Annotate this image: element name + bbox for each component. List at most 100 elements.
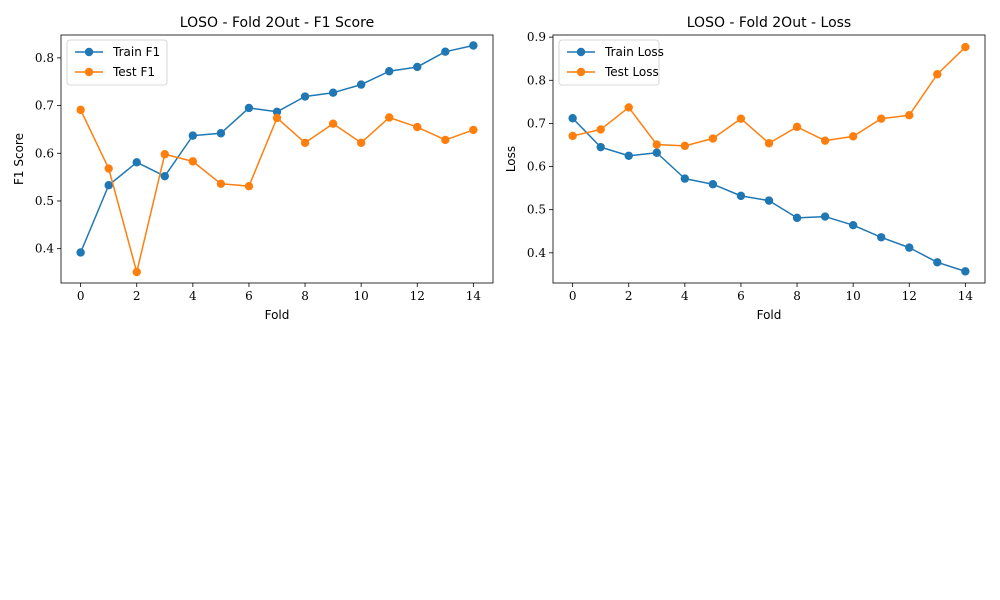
x-tick-label: 8: [301, 289, 309, 303]
data-point: [792, 213, 802, 223]
data-point: [568, 131, 577, 141]
data-point: [356, 80, 366, 89]
data-point: [596, 142, 605, 152]
x-tick-label: 4: [189, 289, 197, 303]
data-point: [216, 129, 226, 138]
series-2: [568, 42, 970, 151]
data-point: [708, 180, 718, 189]
data-point: [820, 136, 830, 145]
data-point: [624, 151, 633, 160]
data-point: [877, 233, 886, 242]
y-tick-label: 0.5: [527, 203, 546, 217]
data-point: [272, 113, 282, 123]
legend-label: Test Loss: [604, 65, 659, 79]
y-tick-label: 0.4: [35, 242, 54, 256]
data-point: [441, 47, 450, 56]
data-point: [961, 267, 970, 276]
data-point: [848, 221, 858, 230]
data-point: [736, 191, 746, 201]
data-point: [160, 150, 169, 159]
chart-panel-2: LOSO - Fold 2Out - Loss 0 2 4 6 8 10 12 14 0.4 0.5…: [504, 15, 986, 322]
data-point: [272, 107, 282, 116]
legend-label: Train F1: [112, 45, 160, 59]
x-tick-label: 12: [410, 289, 425, 303]
legend-marker: [84, 67, 94, 77]
legend: Train Loss Test Loss: [558, 39, 664, 86]
data-point: [300, 138, 310, 147]
data-point: [132, 158, 141, 167]
data-point: [877, 114, 886, 123]
data-point: [76, 248, 85, 257]
data-point: [680, 141, 690, 151]
x-axis-label: Fold: [757, 308, 782, 322]
data-point: [469, 41, 478, 50]
data-point: [905, 243, 914, 252]
x-axis-label: Fold: [265, 308, 290, 322]
data-point: [413, 122, 422, 132]
y-tick-label: 0.6: [35, 146, 54, 160]
legend-marker: [84, 47, 94, 57]
data-point: [244, 103, 254, 113]
data-point: [905, 111, 914, 120]
legend-marker: [576, 47, 586, 57]
data-point: [76, 105, 85, 115]
data-point: [244, 181, 254, 191]
series-1: [76, 41, 478, 257]
data-point: [961, 42, 970, 52]
data-point: [216, 179, 226, 188]
y-tick-label: 0.8: [527, 73, 546, 87]
data-point: [328, 119, 338, 128]
legend-marker: [576, 67, 586, 77]
data-point: [624, 103, 633, 112]
data-point: [385, 67, 394, 76]
x-tick-label: 10: [354, 289, 369, 303]
data-point: [104, 181, 113, 190]
y-tick-label: 0.7: [35, 99, 54, 113]
series-2: [76, 105, 478, 277]
data-point: [104, 164, 113, 173]
series-line: [79, 109, 474, 273]
data-point: [680, 174, 690, 183]
data-point: [736, 114, 746, 123]
data-point: [792, 122, 802, 132]
x-tick-label: 10: [846, 289, 861, 303]
y-tick-label: 0.7: [527, 116, 546, 130]
x-tick-label: 2: [133, 289, 141, 303]
chart-title: LOSO - Fold 2Out - F1 Score: [180, 15, 374, 31]
y-tick-label: 0.6: [527, 160, 546, 174]
y-axis-label: F1 Score: [12, 133, 26, 185]
data-point: [933, 258, 942, 267]
data-point: [300, 92, 310, 101]
data-point: [568, 114, 577, 123]
series-1: [568, 114, 970, 276]
data-point: [933, 70, 942, 79]
data-point: [441, 135, 450, 145]
x-tick-label: 8: [793, 289, 801, 303]
x-tick-label: 12: [902, 289, 917, 303]
x-tick-label: 6: [245, 289, 253, 303]
axes-frame: [552, 34, 986, 284]
axes-frame: [60, 34, 494, 284]
data-point: [596, 125, 605, 134]
data-point: [188, 131, 198, 140]
data-point: [132, 267, 141, 277]
legend-label: Train Loss: [604, 45, 664, 59]
x-tick-label: 4: [681, 289, 689, 303]
data-point: [385, 113, 394, 122]
data-point: [188, 157, 198, 166]
y-tick-label: 0.8: [35, 51, 54, 65]
data-point: [469, 125, 478, 135]
data-point: [652, 140, 661, 149]
data-point: [708, 134, 718, 143]
legend-label: Test F1: [112, 65, 155, 79]
x-tick-label: 6: [737, 289, 745, 303]
y-axis-label: Loss: [504, 146, 518, 172]
data-point: [413, 62, 422, 72]
x-tick-label: 14: [466, 289, 482, 303]
data-point: [652, 148, 661, 157]
data-point: [820, 212, 830, 221]
x-tick-label: 14: [958, 289, 974, 303]
legend: Train F1 Test F1: [66, 39, 168, 86]
y-tick-label: 0.4: [527, 246, 546, 260]
